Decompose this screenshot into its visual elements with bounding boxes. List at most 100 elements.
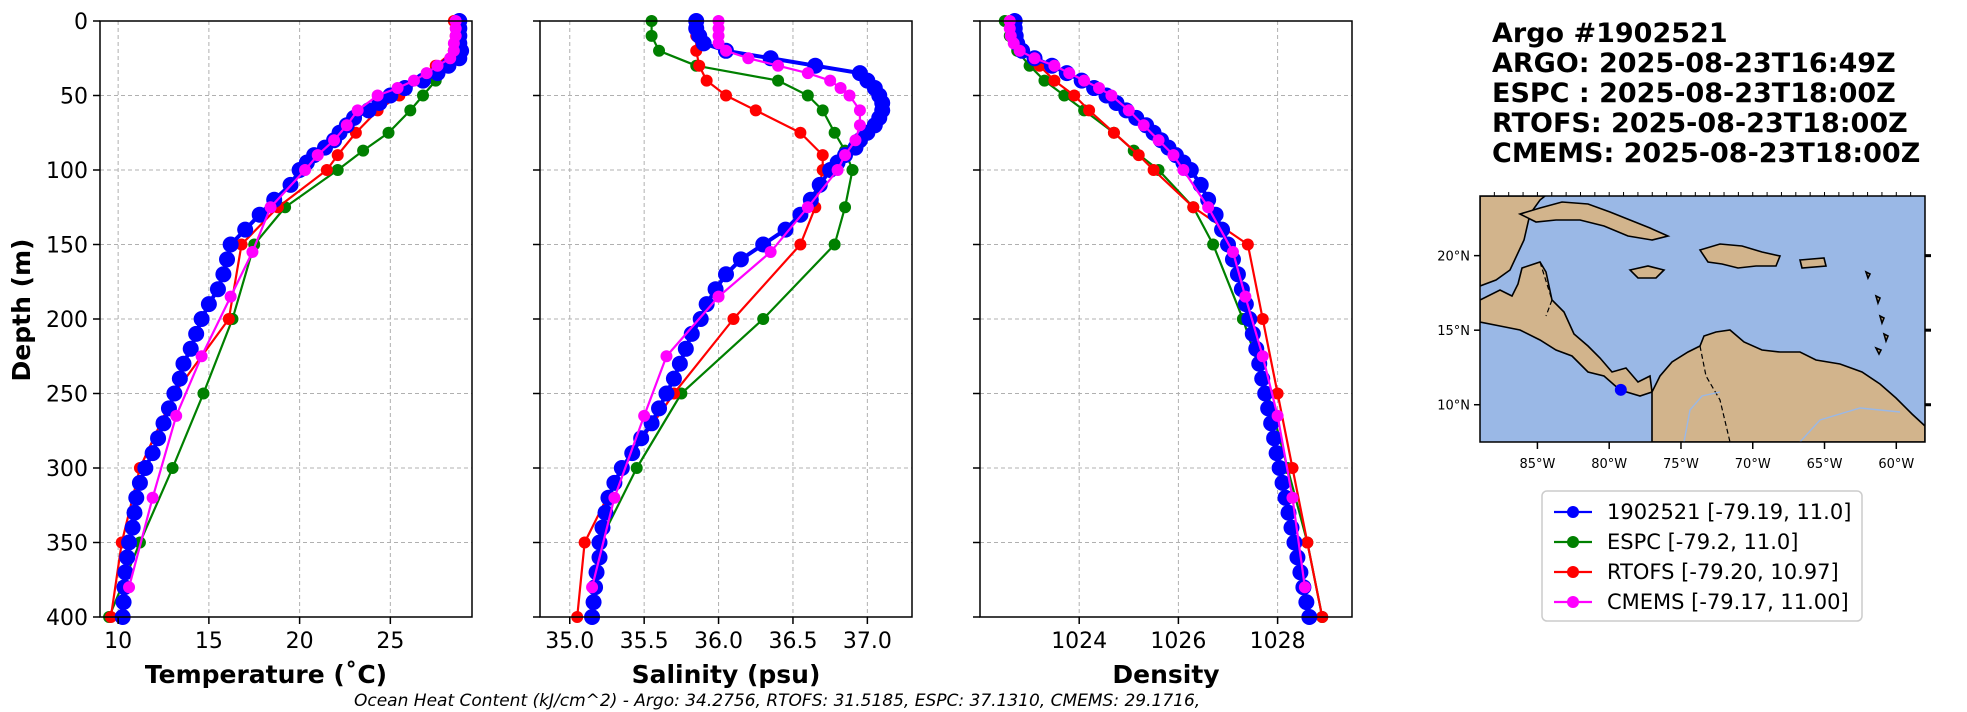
point-argo bbox=[1192, 176, 1209, 193]
point-rtofs bbox=[1187, 201, 1200, 214]
point-cmems bbox=[712, 290, 725, 303]
point-argo bbox=[777, 221, 794, 238]
map-frame bbox=[1479, 195, 1926, 443]
point-cmems bbox=[340, 119, 353, 132]
point-rtofs bbox=[1301, 536, 1314, 549]
x-axis-label: Density bbox=[1112, 660, 1219, 689]
x-axis-label: Salinity (psu) bbox=[632, 660, 821, 689]
point-cmems bbox=[1122, 104, 1135, 117]
point-argo bbox=[1257, 385, 1274, 402]
point-cmems bbox=[1226, 245, 1239, 258]
point-cmems bbox=[834, 82, 847, 95]
map-x-tick-label: 80°W bbox=[1591, 457, 1627, 472]
temperature-panel: 10 15 20 25050100150200250300350400Temperat… bbox=[46, 10, 473, 689]
point-cmems bbox=[146, 491, 159, 504]
point-rtofs bbox=[1132, 149, 1145, 162]
central-america-landmass bbox=[1480, 261, 1653, 397]
x-tick-label: 10 bbox=[104, 629, 132, 654]
point-cmems bbox=[831, 164, 844, 176]
point-argo bbox=[677, 340, 694, 357]
point-espc bbox=[846, 164, 859, 176]
point-cmems bbox=[843, 89, 856, 102]
point-argo bbox=[124, 519, 141, 536]
point-argo bbox=[193, 311, 210, 327]
point-cmems bbox=[1271, 409, 1284, 422]
point-cmems bbox=[224, 290, 237, 303]
y-tick-label: 150 bbox=[46, 234, 88, 259]
x-tick-label: 1024 bbox=[1051, 629, 1107, 654]
point-espc bbox=[1207, 238, 1220, 251]
y-tick-label: 350 bbox=[46, 532, 88, 557]
point-espc bbox=[630, 462, 643, 474]
point-cmems bbox=[1167, 149, 1180, 162]
legend-marker-argo bbox=[1567, 506, 1579, 518]
point-cmems bbox=[849, 134, 862, 147]
point-cmems bbox=[853, 104, 866, 117]
map-x-tick-label: 70°W bbox=[1735, 457, 1771, 472]
point-argo bbox=[1292, 564, 1309, 581]
legend-marker-espc bbox=[1567, 536, 1579, 548]
x-tick-label: 35.5 bbox=[620, 629, 669, 654]
point-cmems bbox=[170, 409, 183, 422]
point-cmems bbox=[1013, 44, 1026, 57]
point-cmems bbox=[420, 67, 433, 80]
x-tick-label: 1028 bbox=[1250, 629, 1306, 654]
header-line-espc-time: ESPC : 2025-08-23T18:00Z bbox=[1492, 78, 1896, 109]
point-cmems bbox=[801, 67, 814, 80]
point-cmems bbox=[123, 581, 136, 594]
legend-label-espc: ESPC [-79.2, 11.0] bbox=[1607, 530, 1798, 554]
header-line-argo-id: Argo #1902521 bbox=[1492, 18, 1728, 49]
legend: 1902521 [-79.19, 11.0] ESPC [-79.2, 11.0]… bbox=[1541, 490, 1863, 622]
point-rtofs bbox=[749, 104, 762, 117]
point-rtofs bbox=[720, 89, 732, 102]
point-argo bbox=[166, 385, 183, 402]
point-argo bbox=[126, 504, 143, 521]
map-x-tick-label: 85°W bbox=[1519, 457, 1555, 472]
legend-frame bbox=[1541, 490, 1863, 622]
y-tick-label: 100 bbox=[46, 159, 88, 184]
point-cmems bbox=[1028, 52, 1041, 65]
y-tick-label: 200 bbox=[46, 308, 88, 333]
legend-marker-cmems bbox=[1567, 596, 1579, 608]
point-argo bbox=[651, 400, 668, 417]
point-rtofs bbox=[794, 238, 807, 251]
point-cmems bbox=[195, 350, 208, 363]
map-land bbox=[1480, 196, 1925, 442]
point-cmems bbox=[311, 149, 324, 162]
point-argo bbox=[683, 325, 700, 342]
point-rtofs bbox=[1048, 74, 1061, 87]
salinity-panel: 35.0 35.5 36.0 36.5 37.0 Salinity (psu) bbox=[533, 13, 913, 689]
point-rtofs bbox=[1286, 462, 1299, 474]
point-cmems bbox=[1063, 67, 1076, 80]
point-argo bbox=[200, 296, 217, 313]
point-rtofs bbox=[1271, 387, 1284, 400]
point-espc bbox=[331, 164, 344, 176]
cuba-island bbox=[1517, 201, 1671, 241]
header-title-block: Argo #1902521 ARGO: 2025-08-23T16:49Z ES… bbox=[1492, 18, 1920, 169]
y-tick-label: 300 bbox=[46, 457, 88, 482]
point-cmems bbox=[1286, 491, 1299, 504]
point-argo bbox=[188, 325, 205, 342]
point-espc bbox=[404, 104, 417, 117]
point-cmems bbox=[586, 581, 599, 594]
map-ticks: 85°W 80°W 75°W 70°W 65°W 60°W 20°N 15°N 10°N bbox=[1437, 192, 1931, 472]
point-cmems bbox=[1298, 581, 1311, 594]
point-cmems bbox=[351, 104, 364, 117]
point-espc bbox=[197, 387, 210, 400]
point-argo bbox=[209, 281, 226, 298]
map-y-tick-label: 15°N bbox=[1437, 324, 1470, 339]
point-cmems bbox=[712, 37, 725, 50]
point-argo bbox=[119, 549, 136, 566]
x-tick-label: 36.0 bbox=[694, 629, 743, 654]
header-line-cmems-time: CMEMS: 2025-08-23T18:00Z bbox=[1492, 138, 1920, 169]
point-argo bbox=[665, 370, 682, 387]
x-tick-label: 20 bbox=[286, 629, 314, 654]
point-espc bbox=[1038, 74, 1051, 87]
point-argo bbox=[1289, 549, 1306, 566]
point-cmems bbox=[824, 74, 837, 87]
point-cmems bbox=[264, 201, 277, 214]
point-espc bbox=[828, 126, 841, 139]
point-rtofs bbox=[320, 164, 333, 176]
point-espc bbox=[801, 89, 814, 102]
